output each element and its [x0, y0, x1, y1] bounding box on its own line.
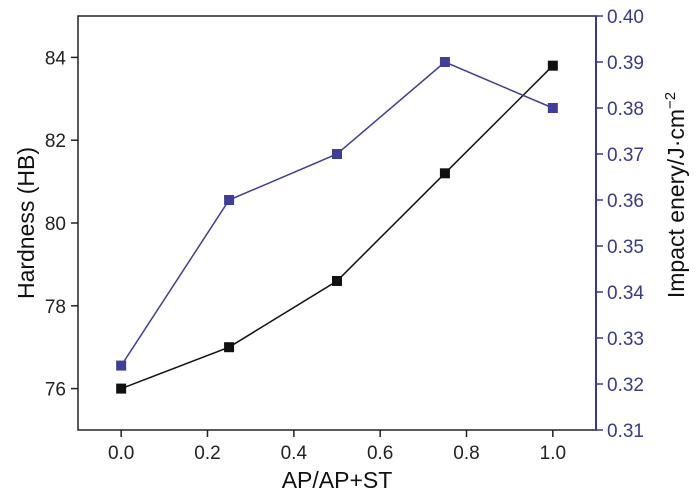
- right-y-tick-label: 0.31: [607, 421, 644, 442]
- right-y-tick-labels: 0.31 0.32 0.33 0.34 0.35 0.36 0.37 0.38 0.39 0.40: [607, 7, 644, 442]
- series-2-point: [439, 57, 450, 67]
- left-y-tick-labels: 76 78 80 82 84: [45, 48, 67, 400]
- right-y-tick-label: 0.33: [607, 329, 644, 350]
- x-tick-label: 0.8: [453, 443, 479, 464]
- series-2-point: [116, 360, 127, 371]
- series-2-line: [120, 61, 554, 367]
- right-y-tick-label: 0.37: [607, 145, 644, 166]
- right-y-tick-label: 0.35: [607, 237, 644, 258]
- x-tick-label: 1.0: [540, 443, 566, 464]
- right-y-axis-title-exponent: −2: [662, 92, 679, 109]
- right-y-axis-title-text: Impact enery/J·cm: [663, 109, 689, 298]
- series-2-point: [547, 103, 558, 113]
- x-tick-label: 0.4: [281, 443, 308, 464]
- series-2-point: [332, 149, 342, 159]
- plot-frame: [77, 15, 597, 431]
- series-layer: [116, 57, 558, 394]
- x-tick-label: 0.0: [108, 443, 134, 464]
- series-1-point: [224, 342, 235, 353]
- left-y-tick-label: 82: [45, 131, 66, 152]
- right-y-tick-label: 0.39: [607, 53, 644, 74]
- left-y-axis-title: Hardness (HB): [13, 147, 39, 299]
- x-tick-labels: 0.0 0.2 0.4 0.6 0.8 1.0: [108, 443, 566, 464]
- right-y-tick-label: 0.36: [607, 191, 644, 212]
- right-y-tick-label: 0.40: [607, 7, 644, 28]
- tick-marks: [71, 15, 603, 437]
- right-y-tick-label: 0.34: [607, 283, 644, 304]
- x-axis-title: AP/AP+ST: [282, 467, 393, 493]
- series-1-point: [439, 168, 450, 179]
- x-tick-label: 0.2: [194, 443, 220, 464]
- right-y-axis-title: Impact enery/J·cm−2: [662, 92, 689, 298]
- right-y-tick-label: 0.38: [607, 99, 644, 120]
- series-1-point: [332, 275, 342, 286]
- series-2-point: [224, 195, 235, 205]
- left-y-tick-label: 84: [45, 48, 67, 69]
- series-1-line: [120, 65, 554, 390]
- left-y-tick-label: 80: [45, 214, 66, 235]
- series-1-point: [116, 383, 127, 394]
- left-y-tick-label: 76: [45, 380, 66, 401]
- series-1-point: [547, 60, 558, 71]
- right-y-tick-label: 0.32: [607, 375, 644, 396]
- x-tick-label: 0.6: [367, 443, 393, 464]
- left-y-tick-label: 78: [45, 297, 66, 318]
